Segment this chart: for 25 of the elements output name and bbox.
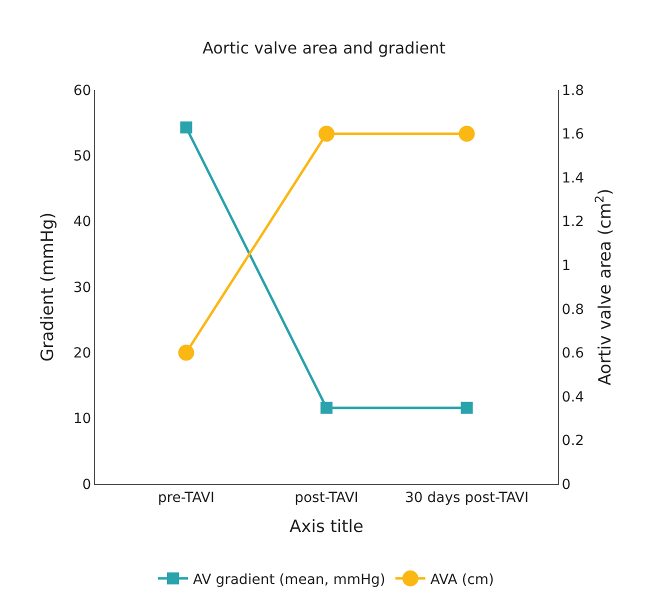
y2-tick-label: 1 (562, 258, 571, 274)
y2-tick-label: 0.6 (562, 346, 584, 362)
legend-label: AV gradient (mean, mmHg) (193, 572, 386, 588)
y2-tick-label: 0.8 (562, 302, 584, 318)
y2-tick-label: 1.4 (562, 170, 584, 186)
y2-tick-label: 0 (562, 476, 571, 493)
y2-tick-label: 0.4 (562, 389, 584, 406)
y2-tick-label: 1.6 (562, 126, 584, 143)
y-tick-label: 0 (82, 476, 92, 493)
x-tick-label: post-TAVI (294, 490, 358, 506)
y2-tick-label: 0.2 (562, 433, 584, 450)
y2-tick-label: 1.8 (562, 82, 584, 99)
y-tick-label: 50 (73, 148, 92, 165)
y-tick-label: 10 (73, 411, 92, 428)
legend-label: AVA (cm) (430, 572, 494, 588)
y-axis-title: Gradient (mmHg) (38, 212, 58, 362)
y-tick-label: 40 (73, 214, 92, 230)
y-tick-label: 30 (73, 280, 92, 296)
y2-tick-label: 1.2 (562, 214, 584, 230)
y-tick-label: 20 (73, 346, 92, 362)
x-tick-label: pre-TAVI (158, 490, 214, 506)
chart-title: Aortic valve area and gradient (202, 38, 446, 58)
y-tick-label: 60 (73, 82, 92, 99)
x-axis-title: Axis title (290, 517, 364, 538)
x-tick-label: 30 days post-TAVI (404, 490, 529, 506)
